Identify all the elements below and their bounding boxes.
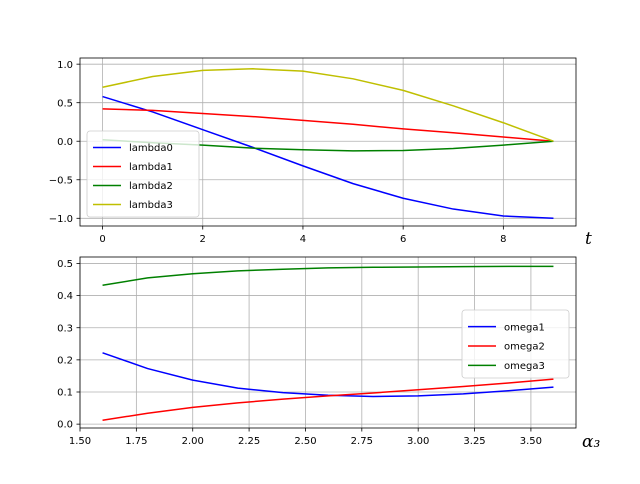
x-tick-label: 3.25 <box>463 436 485 447</box>
y-tick-label: 0.4 <box>57 291 73 302</box>
legend-label: lambda1 <box>129 162 173 173</box>
x-tick-label: 2 <box>200 234 206 245</box>
x-axis-label: α₃ <box>582 432 600 452</box>
legend-label: omega3 <box>504 361 545 372</box>
x-tick-label: 2.25 <box>238 436 260 447</box>
x-axis-label: t <box>585 229 592 249</box>
y-tick-label: 0.5 <box>57 98 73 109</box>
series-line-omega2 <box>102 378 554 422</box>
x-tick-label: 0 <box>99 234 105 245</box>
legend-box <box>86 130 200 218</box>
y-tick-label: 0.0 <box>57 420 73 431</box>
legend-label: lambda2 <box>129 181 173 192</box>
series-line-lambda3 <box>102 68 554 142</box>
y-tick-label: −0.5 <box>49 175 73 186</box>
legend: lambda0 lambda1 lambda2 lambda3 <box>86 130 200 218</box>
omega-chart: 1.50 1.75 2.00 2.25 2.50 2.75 3.00 3.25 3.50 0.0 0… <box>57 256 600 452</box>
y-tick-label: 0.3 <box>57 323 73 334</box>
y-tick-label: 0.5 <box>57 259 73 270</box>
x-tick-label: 3.00 <box>407 436 429 447</box>
x-tick-label: 1.50 <box>69 436 91 447</box>
legend-label: lambda0 <box>129 143 173 154</box>
series-line-omega3 <box>102 265 554 287</box>
legend: omega1 omega2 omega3 <box>461 309 570 379</box>
axes-frame <box>79 57 577 227</box>
legend-label: lambda3 <box>129 200 173 211</box>
x-tick-label: 8 <box>500 234 506 245</box>
y-tick-label: 1.0 <box>57 60 73 71</box>
y-tick-label: 0.1 <box>57 388 73 399</box>
legend-label: omega1 <box>504 322 545 333</box>
x-tick-label: 6 <box>400 234 406 245</box>
axes-frame <box>79 256 577 429</box>
series-line-lambda1 <box>102 108 554 142</box>
y-tick-label: −1.0 <box>49 214 73 225</box>
x-tick-label: 1.75 <box>125 436 147 447</box>
legend-label: omega2 <box>504 342 545 353</box>
x-tick-label: 3.50 <box>520 436 542 447</box>
x-tick-label: 2.75 <box>351 436 373 447</box>
lambda-chart: 0 2 4 6 8−1.0−0.50.00.51.0tlambda0lambda1lam… <box>49 57 592 249</box>
x-tick-label: 4 <box>300 234 306 245</box>
y-tick-label: 0.0 <box>57 137 73 148</box>
x-tick-label: 2.50 <box>294 436 316 447</box>
series-line-lambda0 <box>102 95 554 220</box>
y-tick-label: 0.2 <box>57 355 73 366</box>
x-tick-label: 2.00 <box>182 436 204 447</box>
